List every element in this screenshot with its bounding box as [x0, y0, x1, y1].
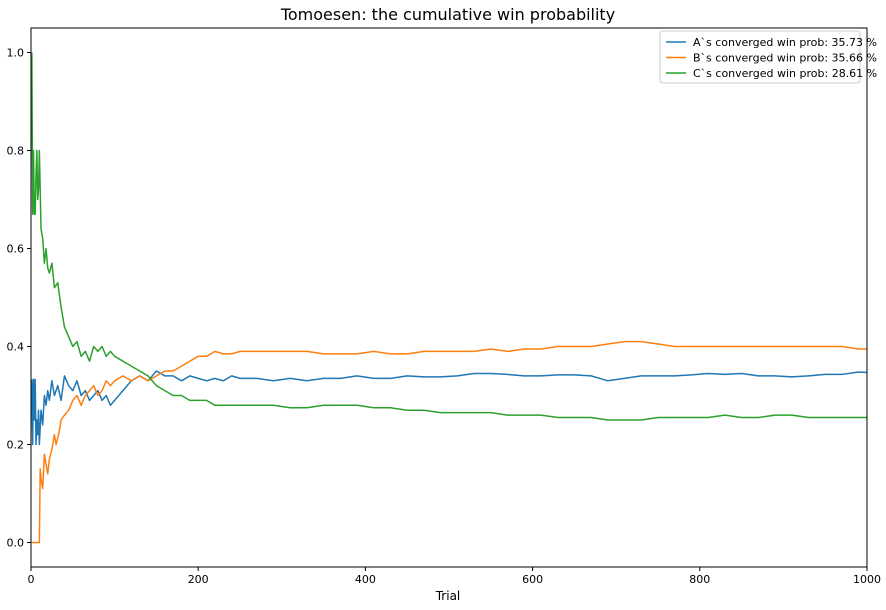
- axes: 0 200 400 600 800 1000 0.0 0.2 0.4 0.6 0.8 1.0: [7, 27, 881, 586]
- x-tick-label: 800: [689, 573, 710, 586]
- y-tick-label: 0.0: [7, 537, 25, 550]
- x-tick-label: 0: [28, 573, 35, 586]
- chart-title: Tomoesen: the cumulative win probability: [280, 5, 615, 24]
- legend-box: [659, 30, 861, 84]
- x-tick-label: 600: [522, 573, 543, 586]
- series-line-2: [31, 52, 867, 421]
- x-tick-label: 200: [188, 573, 209, 586]
- legend-label-1: B`s converged win prob: 35.66 %: [693, 52, 877, 65]
- y-tick-label: 0.2: [7, 439, 25, 452]
- x-tick-label: 400: [355, 573, 376, 586]
- legend: A`s converged win prob: 35.73 % B`s conve…: [659, 30, 877, 84]
- plot-frame: [30, 27, 868, 568]
- legend-label-0: A`s converged win prob: 35.73 %: [693, 36, 877, 49]
- y-tick-label: 1.0: [7, 47, 25, 60]
- x-axis-label: Trial: [435, 589, 461, 603]
- x-tick-label: 1000: [853, 573, 881, 586]
- plot-area: [31, 52, 868, 544]
- y-tick-label: 0.4: [7, 341, 25, 354]
- y-tick-label: 0.8: [7, 145, 25, 158]
- series-line-1: [31, 340, 867, 544]
- y-tick-label: 0.6: [7, 243, 25, 256]
- series-line-0: [31, 370, 868, 446]
- legend-label-2: C`s converged win prob: 28.61 %: [693, 67, 877, 80]
